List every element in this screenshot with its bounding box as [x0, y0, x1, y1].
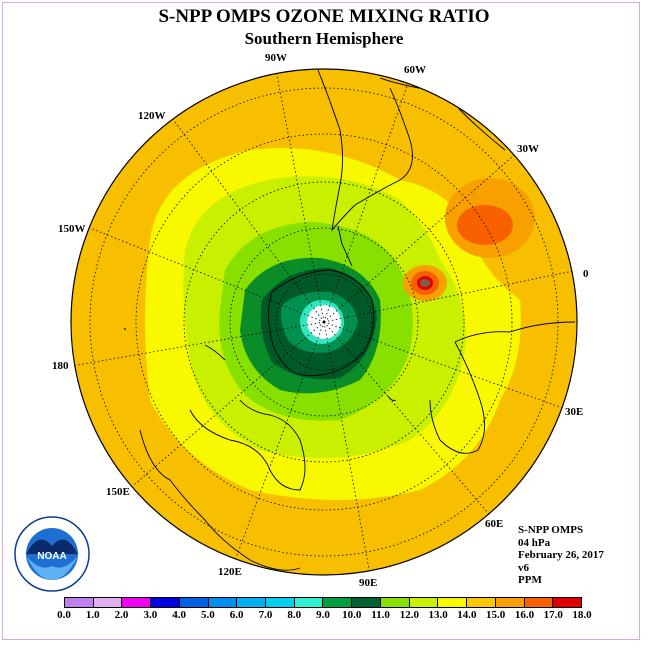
colorbar-segment: [208, 598, 238, 607]
info-instrument: S-NPP OMPS: [518, 524, 584, 536]
colorbar-segment: [93, 598, 123, 607]
colorbar-segment: [151, 598, 180, 607]
lon-label-120e: 120E: [218, 566, 242, 578]
svg-text:NOAA: NOAA: [37, 551, 66, 562]
colorbar-tick-label: 0.0: [57, 609, 71, 621]
colorbar-segment: [409, 598, 439, 607]
colorbar-segment: [179, 598, 209, 607]
frame: [2, 2, 640, 640]
lon-label-180: 180: [52, 360, 69, 372]
colorbar-segment: [467, 598, 496, 607]
colorbar-tick-label: 6.0: [229, 609, 244, 621]
colorbar-segment: [65, 598, 94, 607]
sub-title: Southern Hemisphere: [244, 29, 404, 48]
info-units: PPM: [518, 574, 542, 586]
colorbar-tick-label: 10.0: [342, 609, 362, 621]
latitude-circles: [89, 87, 559, 557]
main-title: S-NPP OMPS OZONE MIXING RATIO: [158, 6, 490, 27]
colorbar-tick-label: 4.0: [172, 609, 186, 621]
colorbar-tick-label: 14.0: [457, 609, 477, 621]
info-version: v6: [518, 561, 529, 574]
lon-label-120w: 120W: [138, 110, 166, 122]
colorbar-tick-label: 16.0: [514, 609, 535, 621]
colorbar-tick-label: 11.0: [371, 609, 390, 621]
lon-label-90e: 90E: [359, 577, 378, 589]
ozone-field: [71, 69, 577, 575]
info-pressure: 04 hPa: [518, 536, 551, 549]
colorbar-tick-label: 2.0: [114, 609, 129, 621]
lon-label-60e: 60E: [485, 518, 504, 530]
colorbar-segment: [294, 598, 324, 607]
colorbar: [64, 597, 582, 608]
info-date: February 26, 2017: [518, 549, 604, 561]
colorbar-tick-label: 8.0: [287, 609, 302, 621]
colorbar-tick-label: 12.0: [399, 609, 419, 621]
colorbar-segment: [122, 598, 152, 607]
noaa-logo: NOAA: [14, 516, 90, 592]
colorbar-tick-label: 18.0: [572, 609, 592, 621]
colorbar-ticks: 0.0 1.0 2.0 3.0 4.0 5.0 6.0 7.0 8.0 9.0 10.0 11.0 12…: [0, 609, 648, 623]
lon-label-150w: 150W: [58, 223, 86, 235]
lon-label-30w: 30W: [517, 143, 539, 155]
lon-label-90w: 90W: [265, 52, 287, 64]
south-pole-point: [322, 320, 326, 324]
lon-label-60w: 60W: [404, 64, 426, 76]
info-block: S-NPP OMPS 04 hPa February 26, 2017 v6 P…: [518, 524, 604, 587]
colorbar-segment: [352, 598, 381, 607]
high-max-west: [420, 279, 430, 287]
lon-label-150e: 150E: [106, 486, 130, 498]
colorbar-tick-label: 9.0: [316, 609, 330, 621]
colorbar-segment: [323, 598, 353, 607]
map-boundary: [70, 68, 578, 576]
colorbar-tick-label: 7.0: [258, 609, 273, 621]
colorbar-segment: [524, 598, 554, 607]
colorbar-segment: [438, 598, 468, 607]
colorbar-tick-label: 5.0: [201, 609, 215, 621]
lon-label-0: 0: [583, 268, 589, 280]
colorbar-segment: [266, 598, 295, 607]
colorbar-segment: [495, 598, 525, 607]
colorbar-tick-label: 17.0: [543, 609, 563, 621]
colorbar-segment: [553, 598, 581, 607]
colorbar-tick-label: 3.0: [143, 609, 158, 621]
colorbar-segment: [237, 598, 267, 607]
colorbar-tick-label: 13.0: [428, 609, 448, 621]
colorbar-tick-label: 1.0: [85, 609, 100, 621]
colorbar-segment: [380, 598, 410, 607]
high-core-east: [457, 205, 513, 245]
colorbar-tick-label: 15.0: [486, 609, 506, 621]
lon-label-30e: 30E: [565, 406, 584, 418]
